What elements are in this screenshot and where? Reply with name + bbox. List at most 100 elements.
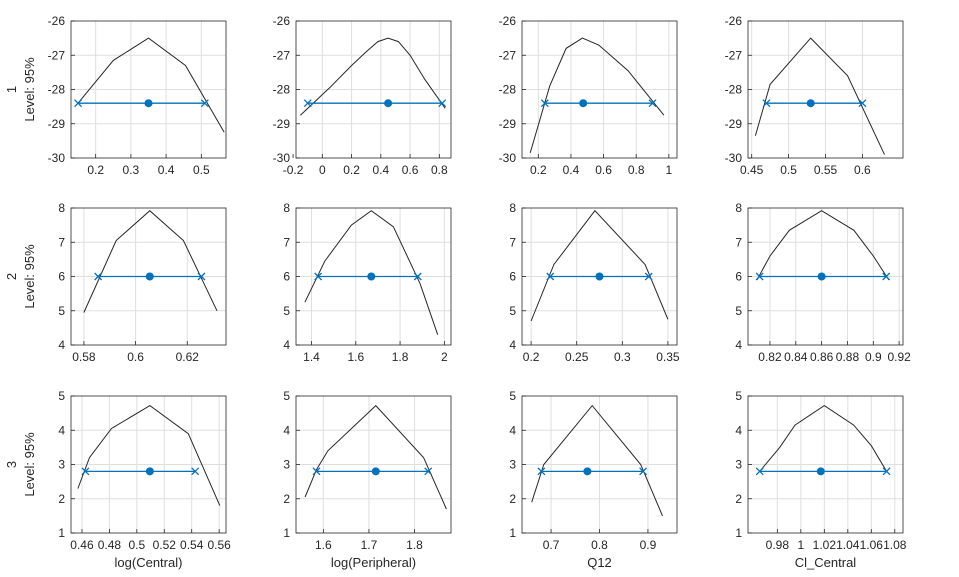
y-tick-label: 2 [735,492,742,506]
x-marker-stroke [200,99,209,108]
y-tick-label: 3 [283,458,290,472]
x-tick-label: 0.4 [563,163,580,177]
interval-upper-marker [413,272,422,281]
row-label: 3 [4,461,19,468]
interval-upper-marker [200,99,209,108]
y-tick-label: 6 [283,270,290,284]
x-tick-label: 0.9 [640,538,657,552]
x-marker-stroke [81,467,90,476]
subplot-1-2: -0.2 0 0.2 0.4 0.6 0.8 -30 -29 -28 -27 -26 [273,14,452,177]
x-tick-label: 0.25 [565,350,589,364]
y-tick-label: 4 [283,338,290,352]
y-tick-label: -29 [48,117,66,131]
x-tick-label: 1.8 [392,350,409,364]
x-tick-label: 0.3 [123,163,140,177]
x-tick-label: 0.35 [656,350,680,364]
row-label: 1 [4,86,19,93]
estimate-point [367,272,376,281]
y-tick-label: 6 [509,270,516,284]
y-tick-label: 1 [283,526,290,540]
x-marker-stroke [648,99,657,108]
y-tick-label: -29 [499,117,517,131]
subplot-3-1: 0.46 0.48 0.5 0.52 0.54 0.56 1 2 3 4 5 log(Central)… [4,389,231,570]
y-tick-label: 7 [58,235,65,249]
y-tick-label: -30 [499,151,517,165]
y-tick-label: -26 [48,14,66,28]
x-tick-label: 0.55 [814,163,838,177]
x-marker-stroke [314,272,323,281]
y-tick-label: 6 [58,270,65,284]
estimate-point [145,272,154,281]
y-tick-label: 4 [58,423,65,437]
x-tick-label: 0.48 [98,538,122,552]
interval-lower-marker [94,272,103,281]
subplot-2-1: 0.58 0.6 0.62 4 5 6 7 8 2 Level: 95% [4,201,227,364]
subplot-3-2: 1.6 1.7 1.8 1 2 3 4 5 log(Peripheral) [283,389,452,570]
subplot-1-1: 0.2 0.3 0.4 0.5 -30 -29 -28 -27 -26 1 Level: 95% [4,14,227,177]
x-marker-stroke [882,467,891,476]
interval-upper-marker [191,467,200,476]
estimate-point [145,467,154,476]
x-tick-label: 0.82 [758,350,782,364]
y-tick-label: 3 [509,458,516,472]
y-tick-label: 7 [509,235,516,249]
x-tick-label: 0.54 [180,538,204,552]
x-tick-label: 0.5 [193,163,210,177]
x-tick-label: 0.2 [343,163,360,177]
y-tick-label: -26 [725,14,743,28]
x-marker-stroke [74,99,83,108]
x-tick-label: 1.06 [860,538,884,552]
interval-lower-marker [74,99,83,108]
x-tick-label: 0.9 [865,350,882,364]
y-tick-label: 5 [58,389,65,403]
interval-lower-marker [312,467,321,476]
level-label: Level: 95% [22,244,37,309]
interval-upper-marker [438,99,447,108]
x-marker-stroke [858,99,867,108]
x-marker-stroke [540,99,549,108]
y-tick-label: 7 [735,235,742,249]
y-tick-label: 8 [58,201,65,215]
subplot-2-4: 0.82 0.84 0.86 0.88 0.9 0.92 4 5 6 7 8 [735,201,911,364]
x-tick-label: 1.04 [836,538,860,552]
x-tick-label: 1.02 [813,538,837,552]
interval-upper-marker [882,272,891,281]
x-tick-label: 1.08 [883,538,907,552]
y-tick-label: 5 [509,389,516,403]
profile-curve [759,404,888,472]
y-tick-label: -30 [48,151,66,165]
x-marker-stroke [197,272,206,281]
interval-upper-marker [644,272,653,281]
x-marker-stroke [644,272,653,281]
x-tick-label: 0.2 [530,163,547,177]
row-label: 2 [4,273,19,280]
y-tick-label: -27 [48,48,66,62]
y-tick-label: 4 [283,423,290,437]
y-tick-label: -28 [725,83,743,97]
x-tick-label: 0.7 [543,538,560,552]
y-tick-label: 1 [735,526,742,540]
x-axis-label: Cl_Central [795,555,857,570]
y-tick-label: 4 [735,423,742,437]
x-marker-stroke [755,272,764,281]
subplot-1-4: 0.45 0.5 0.55 0.6 -30 -29 -28 -27 -26 [725,14,904,177]
x-marker-stroke [303,99,312,108]
x-marker-stroke [438,99,447,108]
y-tick-label: 4 [58,338,65,352]
estimate-point [595,272,604,281]
estimate-point [816,467,825,476]
x-marker-stroke [424,467,433,476]
profile-curve [530,209,669,322]
x-tick-label: 0.62 [176,350,200,364]
subplot-3-4: 0.98 1 1.02 1.04 1.06 1.08 1 2 3 4 5 Cl_Central [735,389,906,570]
interval-lower-marker [762,99,771,108]
y-tick-label: 5 [735,304,742,318]
x-marker-stroke [537,467,546,476]
x-tick-label: 0.56 [207,538,231,552]
interval-lower-marker [755,467,764,476]
x-tick-label: 1.6 [315,538,332,552]
x-tick-label: 1.6 [347,350,364,364]
y-tick-label: -30 [725,151,743,165]
x-tick-label: -0.2 [283,163,304,177]
